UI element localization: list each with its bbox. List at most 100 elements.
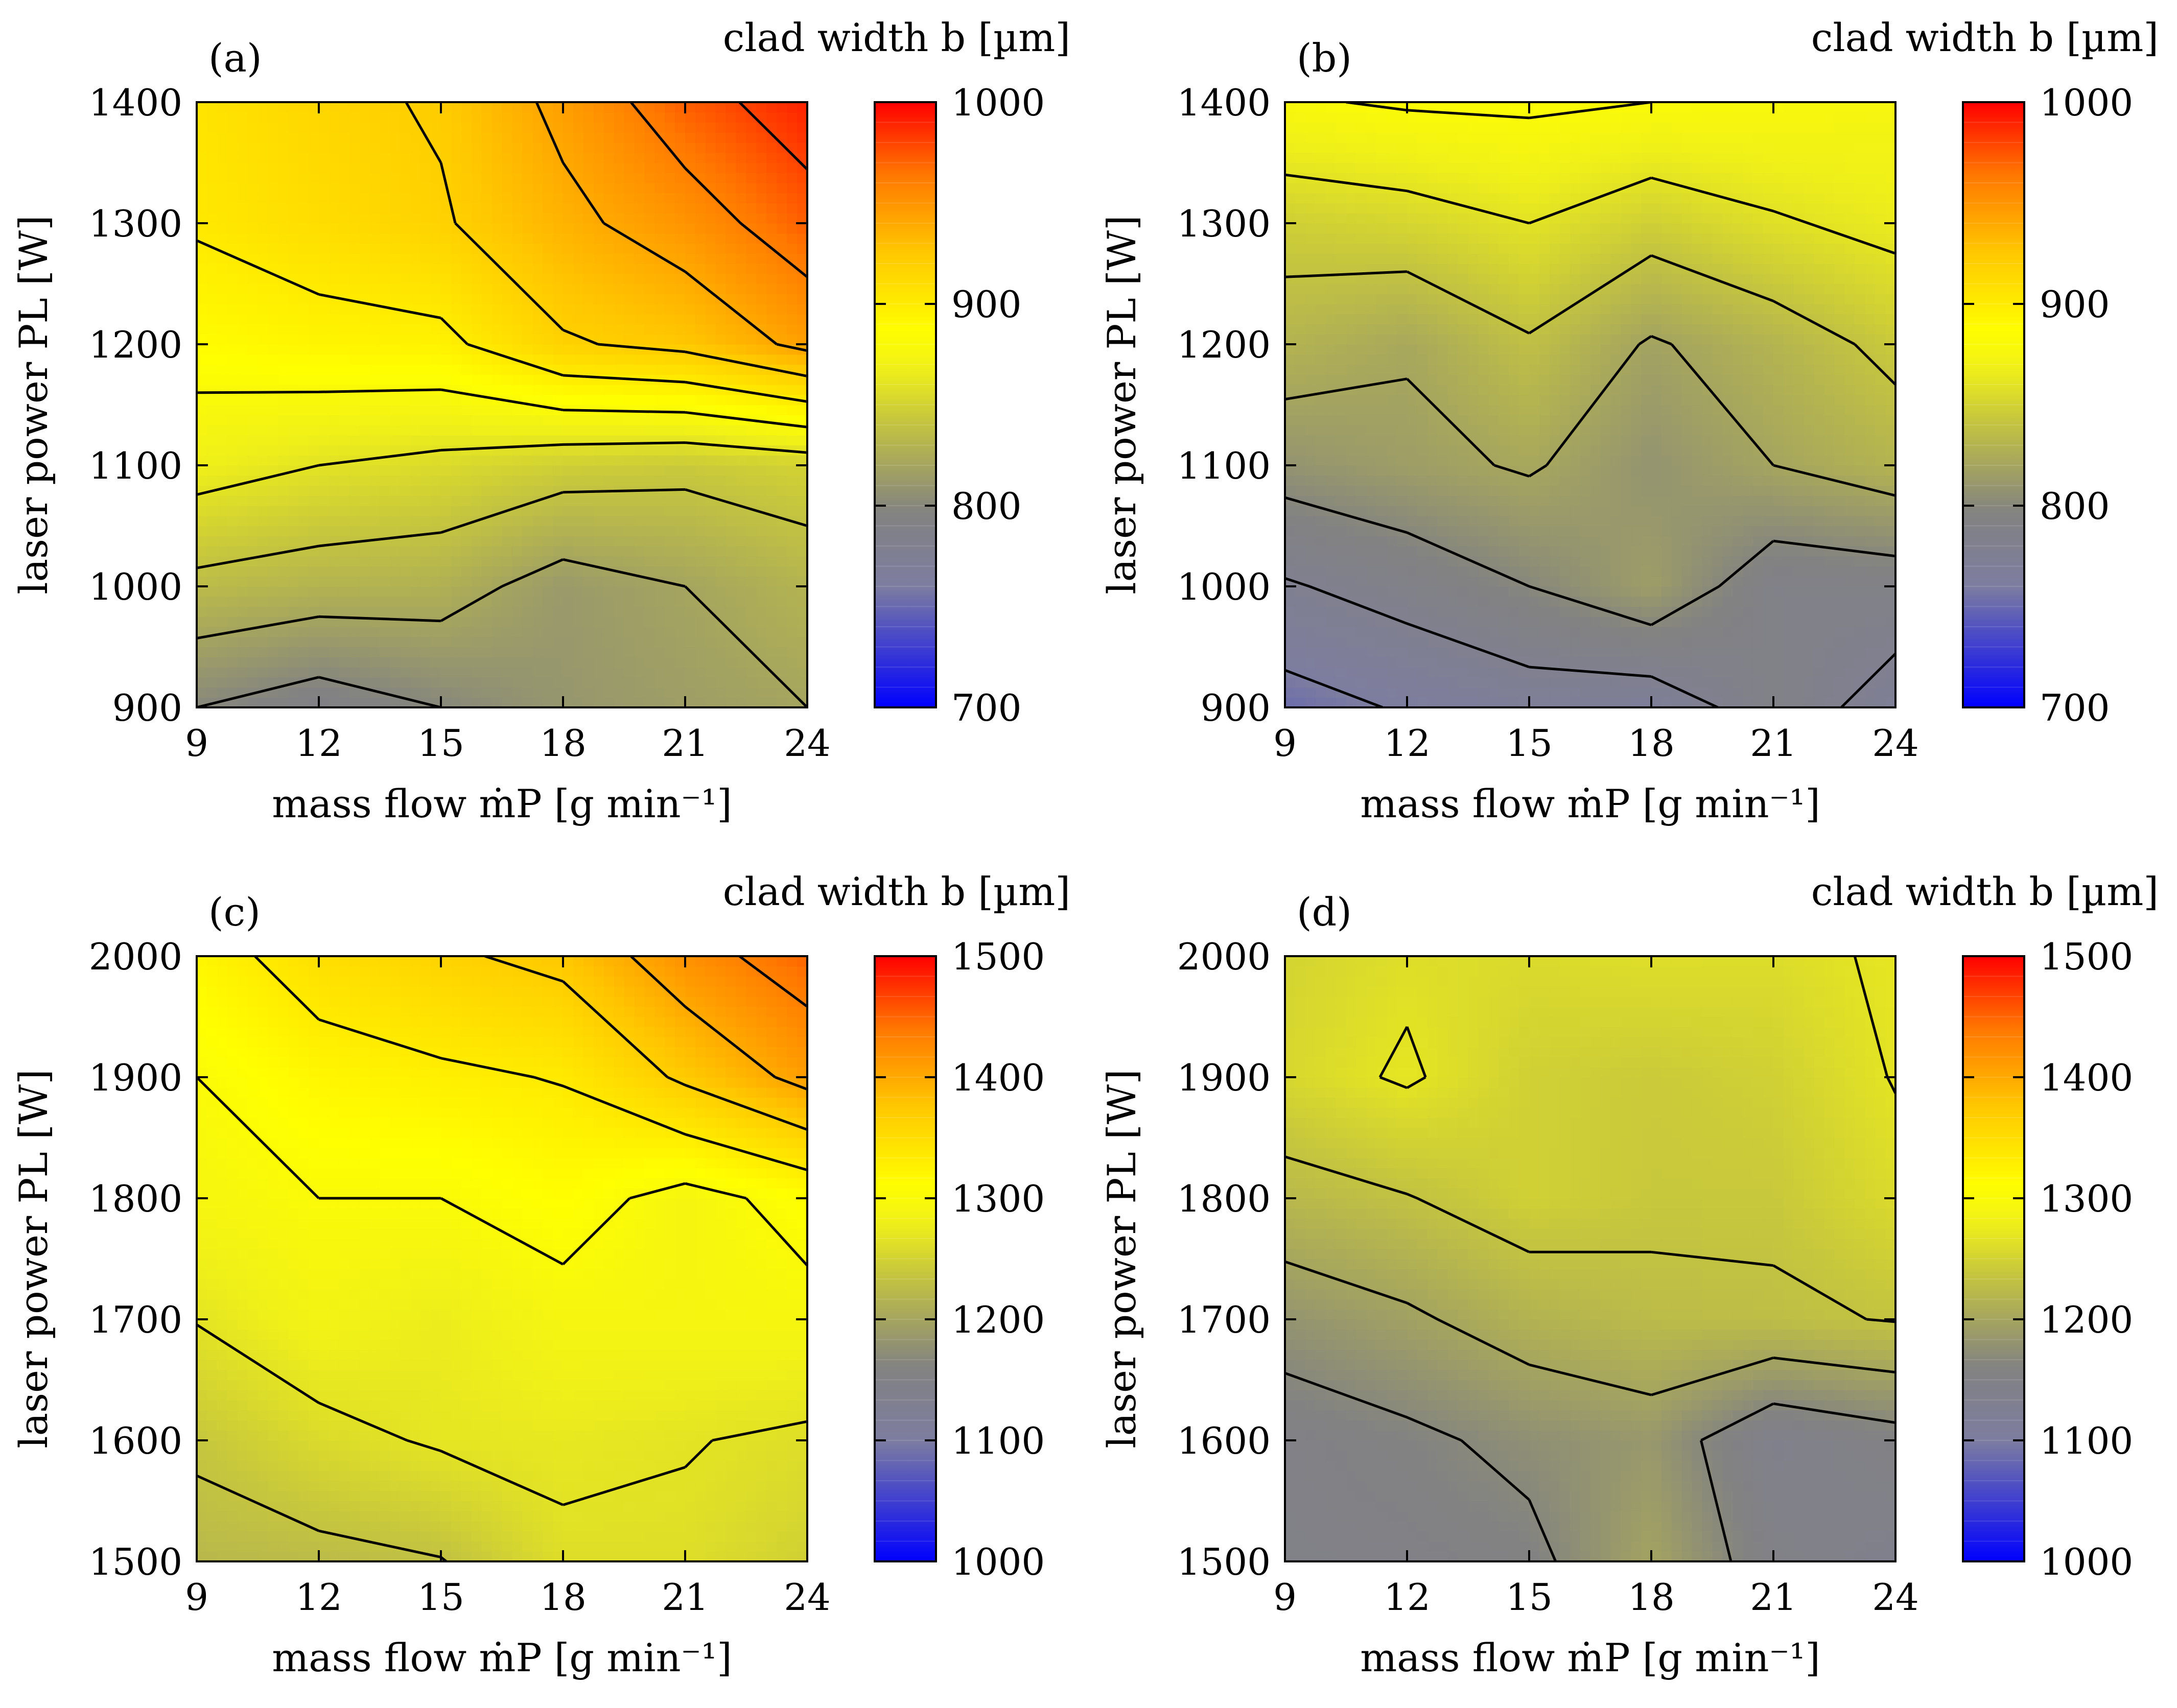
- heatmap-cell: [1346, 627, 1357, 637]
- heatmap-cell: [787, 425, 798, 436]
- heatmap-cell: [685, 203, 696, 214]
- heatmap-cell: [695, 223, 706, 234]
- heatmap-cell: [441, 455, 452, 466]
- heatmap-cell: [206, 435, 218, 446]
- heatmap-cell: [390, 344, 401, 355]
- heatmap-cell: [777, 485, 787, 496]
- heatmap-cell: [1417, 132, 1428, 143]
- heatmap-cell: [1366, 627, 1377, 637]
- heatmap-cell: [756, 606, 767, 617]
- heatmap-cell: [400, 455, 411, 466]
- heatmap-cell: [298, 143, 309, 153]
- heatmap-cell: [746, 374, 757, 385]
- heatmap-cell: [532, 203, 543, 214]
- heatmap-cell: [258, 374, 269, 385]
- heatmap-cell: [583, 475, 594, 486]
- heatmap-cell: [512, 213, 523, 224]
- heatmap-cell: [278, 203, 289, 214]
- heatmap-cell: [705, 152, 716, 163]
- heatmap-cell: [288, 627, 299, 637]
- heatmap-cell: [247, 526, 259, 536]
- heatmap-cell: [756, 374, 767, 385]
- heatmap-cell: [705, 344, 716, 355]
- heatmap-cell: [319, 112, 330, 123]
- heatmap-cell: [339, 506, 350, 516]
- heatmap-cell: [1437, 264, 1448, 274]
- heatmap-cell: [441, 243, 452, 254]
- heatmap-cell: [522, 485, 533, 496]
- heatmap-cell: [1417, 697, 1428, 707]
- heatmap-cell: [1427, 526, 1438, 536]
- heatmap-cell: [471, 173, 482, 183]
- heatmap-cell: [451, 677, 462, 688]
- heatmap-cell: [1305, 334, 1316, 345]
- heatmap-cell: [1376, 526, 1387, 536]
- heatmap-cell: [1427, 324, 1438, 335]
- heatmap-cell: [258, 627, 269, 637]
- heatmap-cell: [797, 636, 807, 648]
- heatmap-cell: [1499, 495, 1509, 506]
- heatmap-cell: [400, 415, 411, 425]
- heatmap-cell: [1305, 193, 1316, 204]
- heatmap-cell: [685, 536, 696, 547]
- heatmap-cell: [1478, 405, 1489, 415]
- heatmap-cell: [502, 304, 513, 315]
- heatmap-cell: [532, 475, 543, 486]
- heatmap-cell: [319, 354, 330, 365]
- heatmap-cell: [451, 344, 462, 355]
- heatmap-cell: [573, 112, 584, 123]
- heatmap-cell: [593, 143, 604, 153]
- heatmap-cell: [1447, 435, 1459, 446]
- heatmap-cell: [756, 636, 767, 648]
- heatmap-cell: [319, 445, 330, 456]
- heatmap-cell: [1295, 213, 1306, 224]
- heatmap-cell: [787, 132, 798, 143]
- heatmap-cell: [1305, 152, 1316, 163]
- heatmap-cell: [685, 475, 696, 486]
- heatmap-cell: [614, 334, 625, 345]
- heatmap-cell: [309, 183, 319, 194]
- heatmap-cell: [787, 627, 798, 637]
- heatmap-cell: [400, 374, 411, 385]
- heatmap-cell: [624, 162, 635, 173]
- heatmap-cell: [593, 253, 604, 264]
- heatmap-cell: [787, 304, 798, 315]
- heatmap-cell: [543, 394, 553, 406]
- heatmap-cell: [258, 425, 269, 436]
- heatmap-cell: [624, 415, 635, 425]
- heatmap-cell: [766, 152, 777, 163]
- heatmap-cell: [400, 495, 411, 506]
- heatmap-cell: [319, 425, 330, 436]
- heatmap-cell: [1315, 394, 1326, 406]
- heatmap-cell: [624, 636, 635, 648]
- heatmap-cell: [309, 526, 319, 536]
- heatmap-cell: [1499, 354, 1509, 365]
- heatmap-cell: [369, 657, 381, 668]
- heatmap-cell: [258, 445, 269, 456]
- heatmap-cell: [1468, 475, 1479, 486]
- heatmap-cell: [359, 264, 370, 274]
- heatmap-cell: [1325, 213, 1337, 224]
- heatmap-cell: [736, 193, 747, 204]
- heatmap-cell: [471, 203, 482, 214]
- heatmap-cell: [1458, 687, 1469, 698]
- heatmap-cell: [339, 283, 350, 294]
- heatmap-cell: [339, 334, 350, 345]
- heatmap-cell: [1295, 253, 1306, 264]
- heatmap-cell: [329, 344, 340, 355]
- heatmap-cell: [685, 606, 696, 617]
- heatmap-cell: [410, 636, 421, 648]
- heatmap-cell: [777, 526, 787, 536]
- heatmap-cell: [451, 667, 462, 678]
- heatmap-cell: [665, 636, 675, 648]
- heatmap-cell: [746, 173, 757, 183]
- heatmap-cell: [797, 364, 807, 375]
- heatmap-cell: [522, 526, 533, 536]
- heatmap-cell: [1366, 425, 1377, 436]
- heatmap-cell: [685, 455, 696, 466]
- heatmap-cell: [227, 596, 238, 607]
- heatmap-cell: [563, 495, 574, 506]
- heatmap-cell: [481, 173, 493, 183]
- heatmap-cell: [237, 304, 248, 315]
- heatmap-cell: [431, 606, 441, 617]
